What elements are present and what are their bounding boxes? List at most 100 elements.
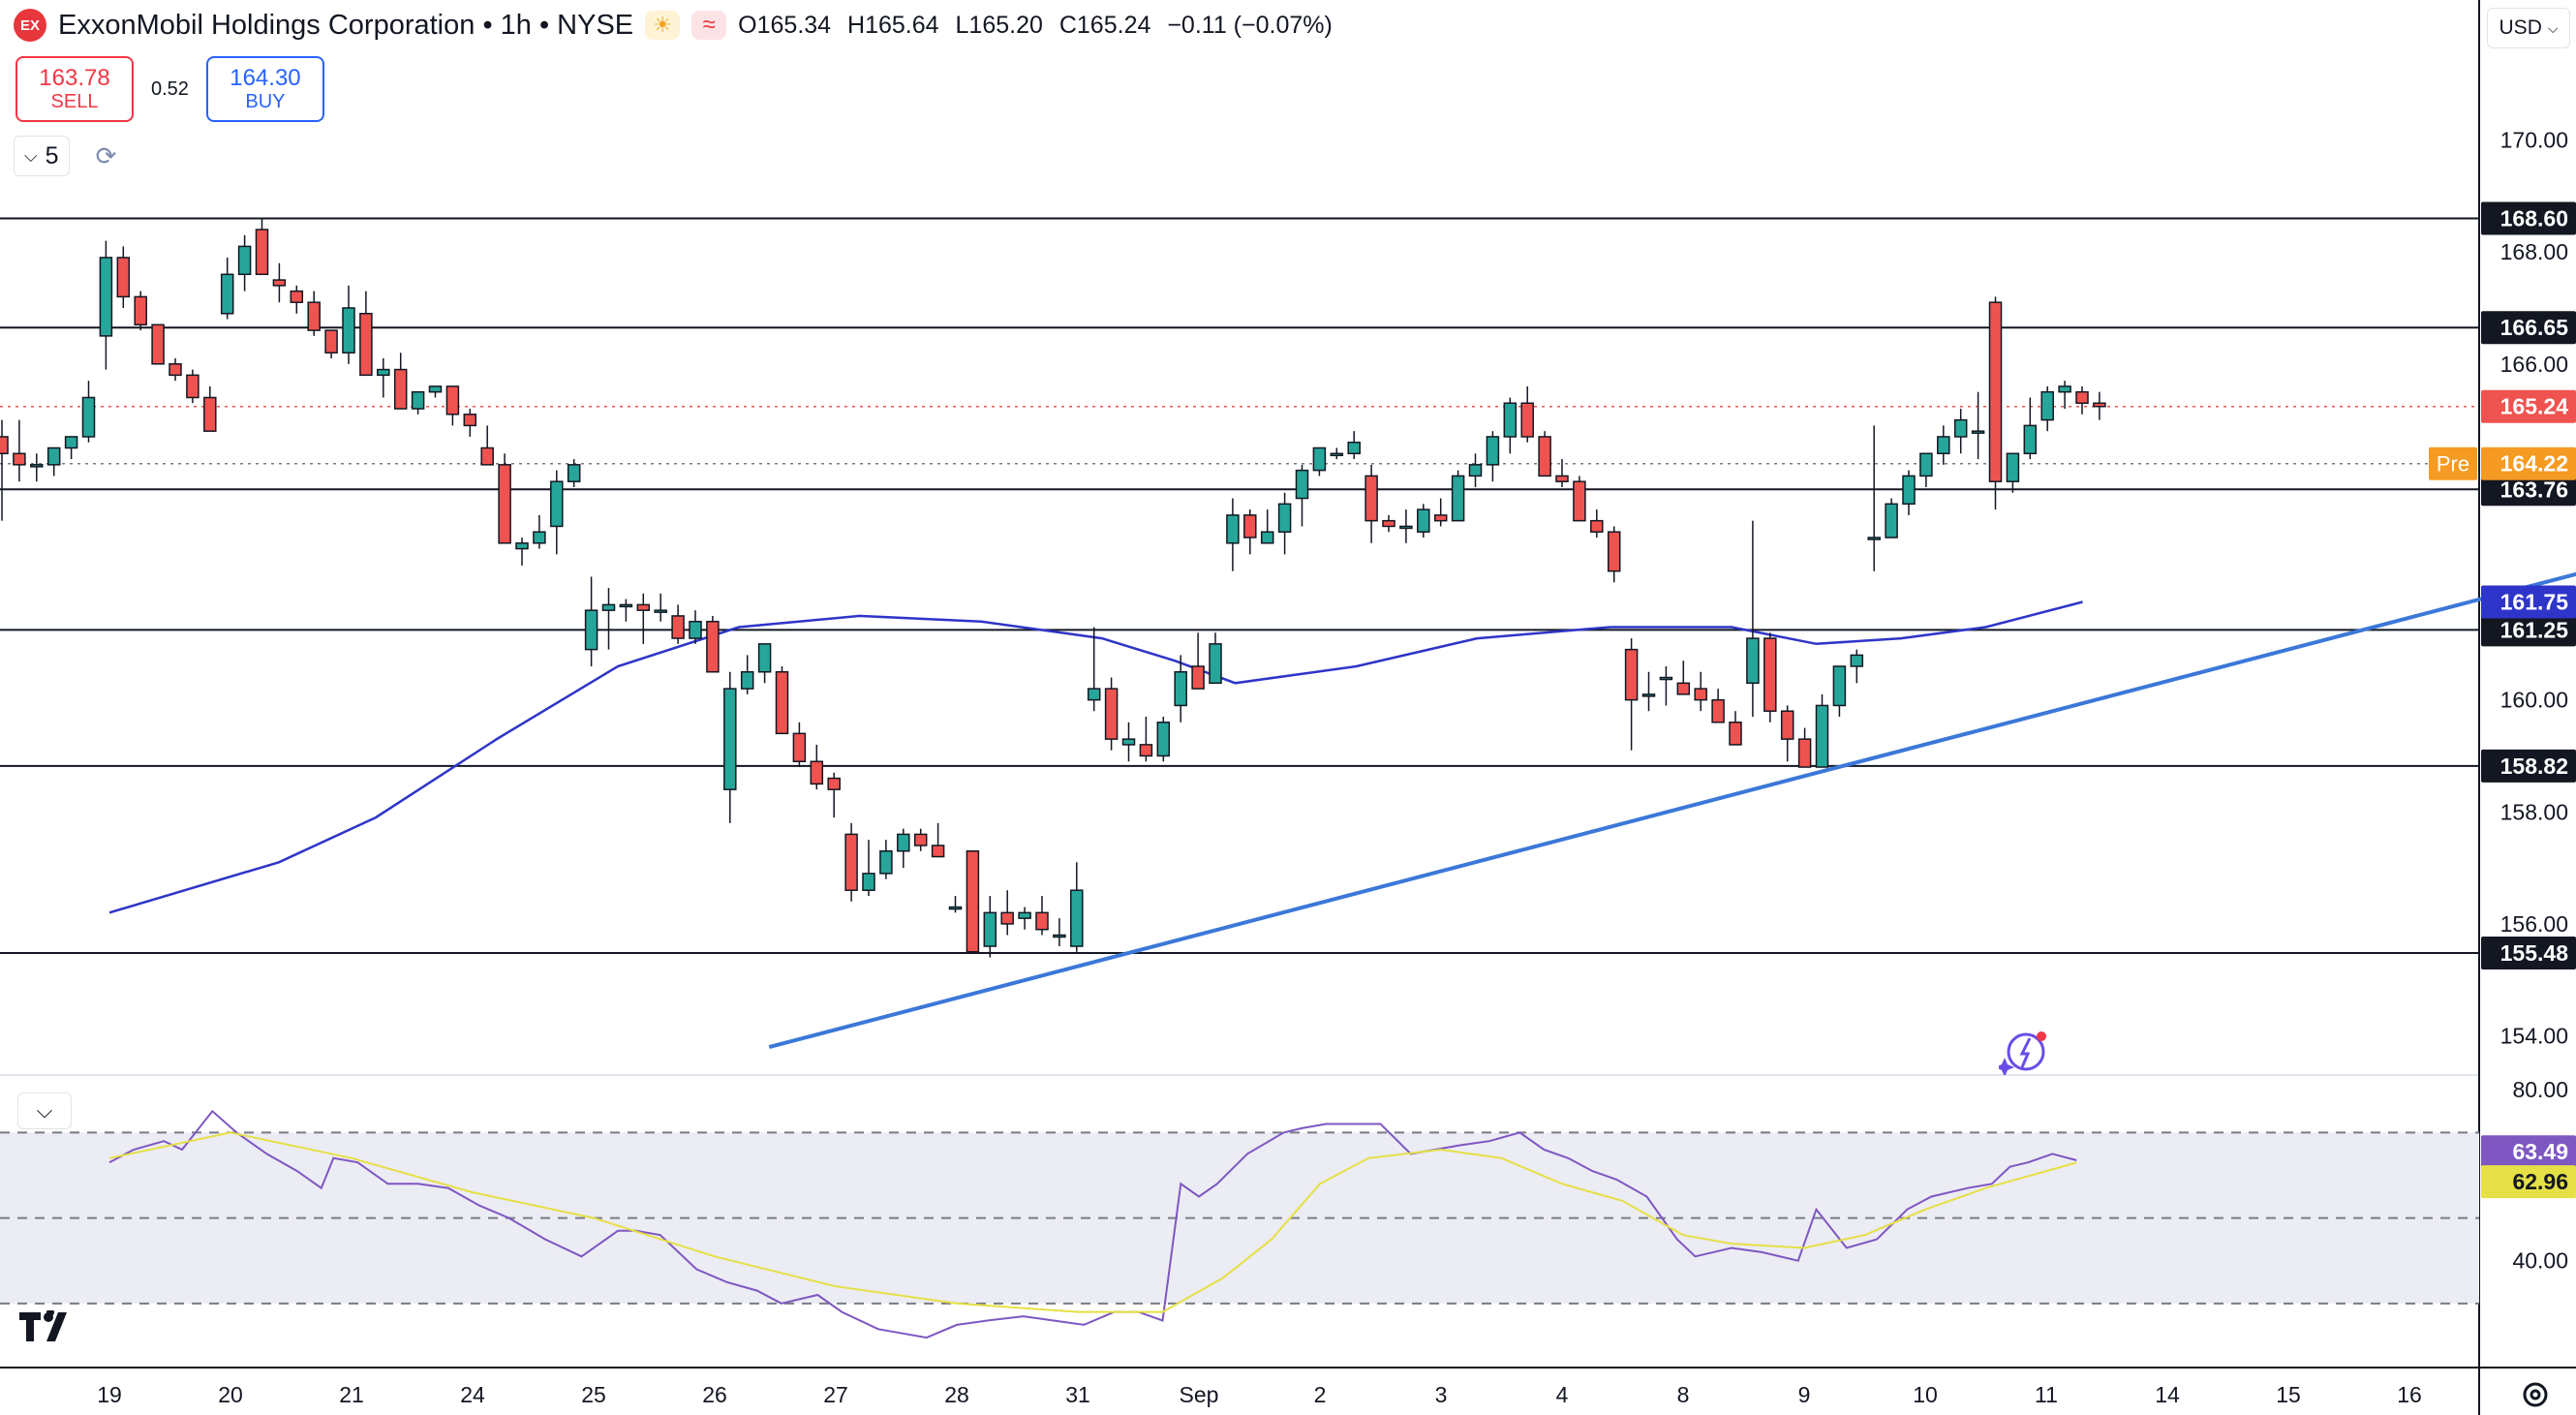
candle-body[interactable]	[1312, 446, 1327, 472]
refresh-icon[interactable]: ⟳	[95, 140, 117, 170]
candle-body[interactable]	[46, 446, 61, 466]
candle-body[interactable]	[1209, 643, 1222, 685]
candle-body[interactable]	[1885, 503, 1898, 538]
candle-body[interactable]	[1988, 301, 2003, 482]
candle-body[interactable]	[1000, 911, 1014, 925]
candle-body[interactable]	[1226, 514, 1240, 544]
candle-body[interactable]	[169, 363, 182, 377]
sell-button[interactable]: 163.78 SELL	[15, 56, 134, 122]
candle-body[interactable]	[1087, 688, 1101, 701]
candle-body[interactable]	[619, 603, 633, 608]
candle-body[interactable]	[1832, 665, 1847, 707]
candle-body[interactable]	[584, 609, 598, 651]
candle-body[interactable]	[1277, 503, 1292, 533]
symbol-title[interactable]: ExxonMobil Holdings Corporation • 1h • N…	[58, 9, 634, 41]
candle-body[interactable]	[1365, 475, 1378, 522]
candle-body[interactable]	[1763, 637, 1777, 712]
candle-body[interactable]	[2006, 452, 2020, 482]
candle-body[interactable]	[411, 390, 425, 410]
candle-body[interactable]	[324, 329, 338, 354]
candle-body[interactable]	[81, 396, 96, 438]
candle-body[interactable]	[1659, 676, 1673, 681]
candle-body[interactable]	[966, 850, 980, 953]
candle-body[interactable]	[2093, 402, 2106, 408]
candle-body[interactable]	[1451, 475, 1465, 522]
candle-body[interactable]	[689, 620, 702, 639]
wave-icon[interactable]: ≈	[691, 11, 727, 40]
candle-body[interactable]	[1729, 722, 1742, 746]
candle-body[interactable]	[99, 257, 113, 337]
candle-body[interactable]	[2075, 390, 2089, 404]
candle-body[interactable]	[480, 446, 494, 466]
candle-body[interactable]	[723, 688, 737, 790]
candle-body[interactable]	[636, 603, 651, 611]
rsi-line[interactable]	[108, 1109, 2077, 1339]
candle-body[interactable]	[1468, 464, 1483, 477]
currency-selector[interactable]: USD ⌵	[2487, 8, 2570, 48]
candle-body[interactable]	[1520, 402, 1534, 438]
candle-body[interactable]	[862, 873, 875, 891]
exxon-logo-icon[interactable]: EX	[14, 9, 46, 42]
candle-body[interactable]	[1971, 430, 1985, 434]
candle-body[interactable]	[1382, 519, 1395, 528]
candle-body[interactable]	[290, 290, 304, 303]
candle-body[interactable]	[792, 732, 807, 762]
candle-body[interactable]	[1399, 525, 1413, 530]
candle-body[interactable]	[186, 374, 199, 399]
candle-body[interactable]	[1919, 452, 1933, 477]
candle-body[interactable]	[237, 245, 252, 276]
candle-body[interactable]	[220, 273, 234, 315]
candle-body[interactable]	[64, 436, 78, 449]
candle-body[interactable]	[931, 845, 945, 858]
candle-body[interactable]	[1902, 475, 1916, 506]
buy-button[interactable]: 164.30 BUY	[205, 56, 324, 122]
candle-body[interactable]	[1694, 688, 1707, 701]
candle-body[interactable]	[1953, 418, 1968, 438]
candle-body[interactable]	[1780, 710, 1794, 740]
candle-body[interactable]	[515, 542, 529, 550]
candle-body[interactable]	[1538, 436, 1551, 477]
candle-body[interactable]	[654, 609, 667, 613]
candle-body[interactable]	[1624, 648, 1639, 701]
candle-body[interactable]	[428, 385, 443, 393]
candle-body[interactable]	[1347, 441, 1361, 455]
candle-body[interactable]	[1815, 704, 1829, 768]
candle-body[interactable]	[567, 464, 581, 482]
candle-body[interactable]	[1139, 744, 1153, 757]
candle-body[interactable]	[13, 452, 26, 466]
candle-body[interactable]	[706, 620, 720, 673]
candle-body[interactable]	[601, 603, 616, 611]
candle-body[interactable]	[1156, 722, 1171, 757]
candle-body[interactable]	[1018, 911, 1031, 919]
indicators-collapse-button[interactable]: ⌵ 5	[14, 136, 70, 176]
candle-body[interactable]	[1797, 738, 1812, 768]
candle-body[interactable]	[2040, 390, 2054, 421]
candle-body[interactable]	[1243, 514, 1257, 538]
candle-body[interactable]	[827, 777, 841, 790]
candle-body[interactable]	[983, 911, 997, 947]
candle-body[interactable]	[342, 307, 355, 354]
candle-body[interactable]	[1676, 682, 1691, 695]
candle-body[interactable]	[393, 368, 408, 410]
candle-body[interactable]	[810, 760, 824, 785]
candle-body[interactable]	[1295, 469, 1309, 500]
candle-body[interactable]	[1191, 665, 1205, 690]
candle-body[interactable]	[1590, 519, 1604, 533]
candle-body[interactable]	[116, 257, 131, 298]
candle-body[interactable]	[913, 833, 928, 846]
candle-body[interactable]	[307, 301, 321, 331]
candle-body[interactable]	[1746, 637, 1760, 685]
candle-body[interactable]	[775, 671, 789, 735]
candle-body[interactable]	[1867, 537, 1881, 540]
candle-body[interactable]	[1053, 934, 1066, 938]
candle-body[interactable]	[1573, 480, 1586, 522]
candle-body[interactable]	[671, 615, 685, 639]
candle-body[interactable]	[151, 323, 165, 365]
candle-body[interactable]	[1850, 654, 1864, 667]
candle-body[interactable]	[1260, 531, 1274, 544]
candle-body[interactable]	[2023, 424, 2038, 455]
candle-body[interactable]	[550, 480, 564, 528]
candle-body[interactable]	[1070, 889, 1084, 947]
candle-body[interactable]	[1607, 531, 1621, 572]
